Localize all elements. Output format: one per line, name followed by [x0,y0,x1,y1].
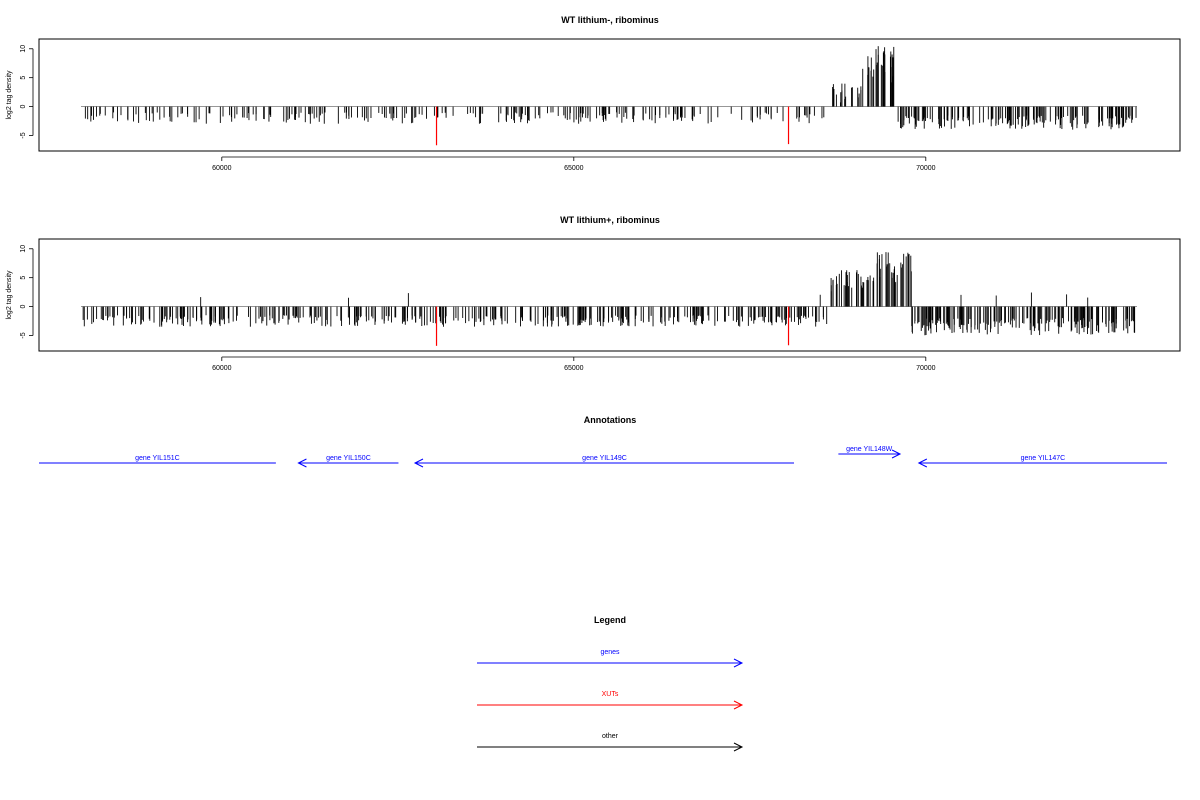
gene-label: gene YIL148W [846,446,893,453]
x-tick-label: 60000 [212,365,232,372]
x-tick-label: 65000 [564,165,584,172]
bar-series [81,252,1137,346]
y-tick-label: 0 [20,305,27,309]
y-axis: -5 0 5 10 [20,45,34,139]
panel-lithium-minus: WT lithium-, ribominus log2 tag density … [6,15,1181,172]
plot-frame [38,238,1181,352]
legend-arrowhead [733,700,744,710]
chart-title: WT lithium-, ribominus [561,15,659,25]
legend-arrowhead [733,742,744,752]
gene-arrowhead [917,458,928,468]
legend-label: genes [600,649,620,656]
legend-items: genes XUTs other [477,649,744,752]
x-axis: 60000 65000 70000 [212,156,936,172]
gene-label: gene YIL151C [135,455,180,462]
y-tick-label: 10 [20,245,27,253]
legend-arrowhead [733,658,744,668]
panel-lithium-plus: WT lithium+, ribominus log2 tag density … [6,215,1181,372]
x-tick-label: 65000 [564,365,584,372]
y-axis: -5 0 5 10 [20,245,34,339]
gene-label: gene YIL147C [1021,455,1066,462]
annotations-title: Annotations [584,415,637,425]
legend: Legend genes XUTs other [477,615,744,752]
y-axis-label: log2 tag density [6,70,13,120]
x-tick-label: 60000 [212,165,232,172]
gene-label: gene YIL150C [326,455,371,462]
gene-arrows: gene YIL151C gene YIL150C gene YIL149C gene… [39,446,1167,468]
gene-arrowhead [891,449,902,459]
gene-arrowhead [413,458,424,468]
chart-title: WT lithium+, ribominus [560,215,660,225]
x-axis: 60000 65000 70000 [212,356,936,372]
annotations-track: Annotations gene YIL151C gene YIL150C gene… [39,415,1167,468]
y-tick-label: -5 [20,332,27,338]
legend-label: other [602,733,619,740]
y-axis-label: log2 tag density [6,270,13,320]
y-tick-label: 5 [20,76,27,80]
x-tick-label: 70000 [916,365,936,372]
plot-frame [38,38,1181,152]
x-tick-label: 70000 [916,165,936,172]
gene-label: gene YIL149C [582,455,627,462]
y-tick-label: -5 [20,132,27,138]
legend-title: Legend [594,615,626,625]
y-tick-label: 0 [20,105,27,109]
y-tick-label: 5 [20,276,27,280]
bar-series [81,46,1137,146]
legend-label: XUTs [602,691,619,698]
y-tick-label: 10 [20,45,27,53]
gene-arrowhead [297,458,307,468]
